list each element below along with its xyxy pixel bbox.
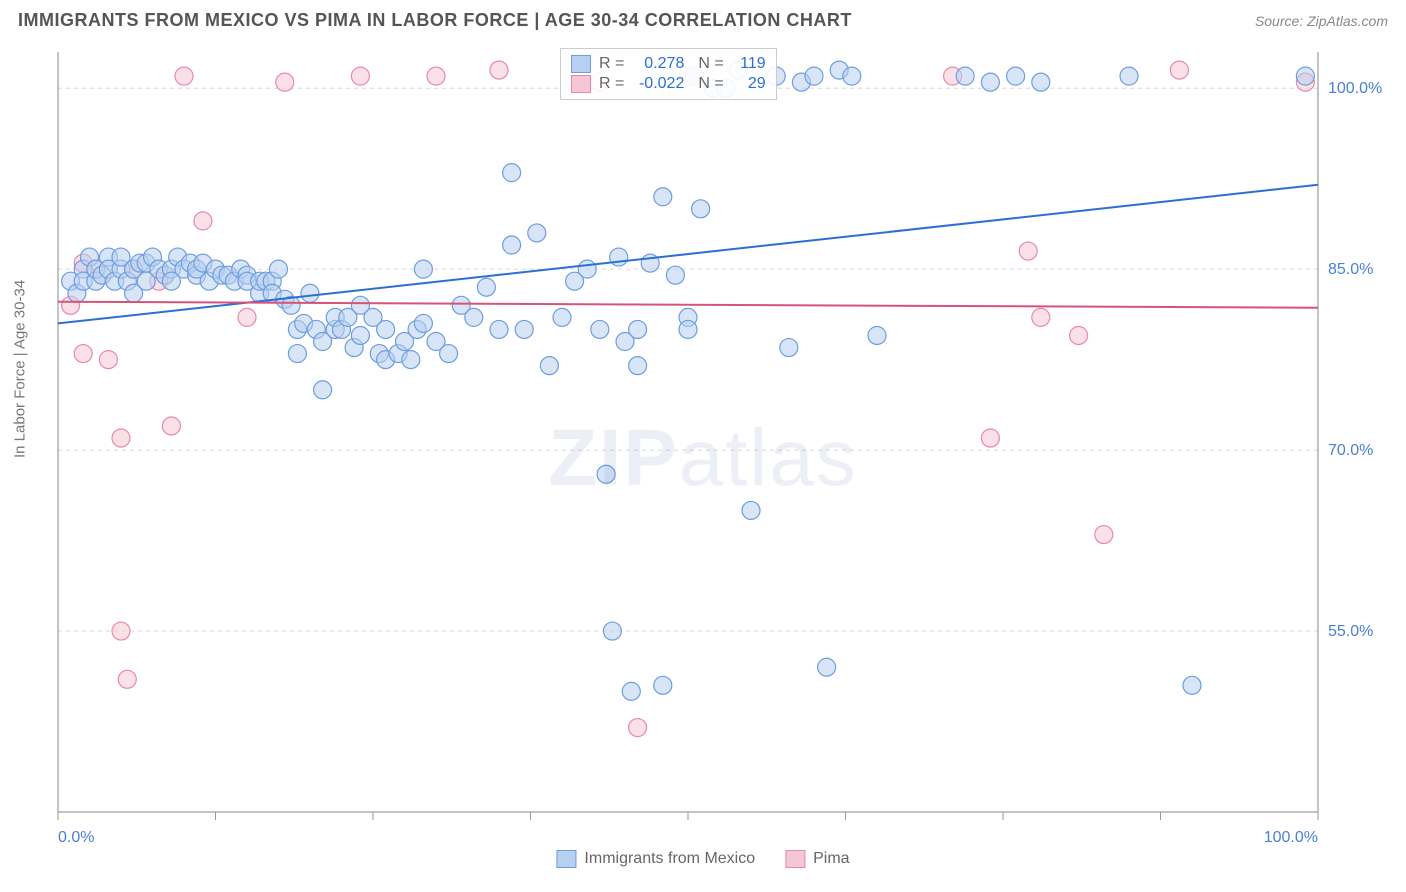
svg-text:0.0%: 0.0%: [58, 829, 94, 846]
legend-item-mexico: Immigrants from Mexico: [556, 850, 755, 868]
chart-container: In Labor Force | Age 30-34 55.0%70.0%85.…: [18, 44, 1388, 872]
svg-text:100.0%: 100.0%: [1264, 829, 1318, 846]
bottom-legend: Immigrants from Mexico Pima: [556, 850, 849, 868]
chart-title: IMMIGRANTS FROM MEXICO VS PIMA IN LABOR …: [18, 10, 852, 31]
svg-text:70.0%: 70.0%: [1328, 442, 1373, 459]
stats-legend-box: R = 0.278 N = 119 R = -0.022 N = 29: [560, 48, 777, 100]
stats-row-pima: R = -0.022 N = 29: [571, 75, 766, 93]
svg-text:100.0%: 100.0%: [1328, 80, 1382, 97]
legend-item-pima: Pima: [785, 850, 849, 868]
r-value-mexico: 0.278: [632, 55, 684, 73]
svg-text:55.0%: 55.0%: [1328, 623, 1373, 640]
n-value-pima: 29: [732, 75, 766, 93]
n-value-mexico: 119: [732, 55, 766, 73]
y-axis-label: In Labor Force | Age 30-34: [12, 280, 29, 458]
r-value-pima: -0.022: [632, 75, 684, 93]
svg-text:85.0%: 85.0%: [1328, 261, 1373, 278]
stats-row-mexico: R = 0.278 N = 119: [571, 55, 766, 73]
swatch-mexico: [571, 55, 591, 73]
legend-label-pima: Pima: [813, 850, 849, 868]
swatch-pima: [571, 75, 591, 93]
legend-label-mexico: Immigrants from Mexico: [584, 850, 755, 868]
legend-swatch-pima: [785, 850, 805, 868]
scatter-chart: 55.0% 70.0% 85.0% 100.0% 0.0% 100.0%: [18, 44, 1388, 872]
legend-swatch-mexico: [556, 850, 576, 868]
source-label: Source: ZipAtlas.com: [1255, 13, 1388, 29]
